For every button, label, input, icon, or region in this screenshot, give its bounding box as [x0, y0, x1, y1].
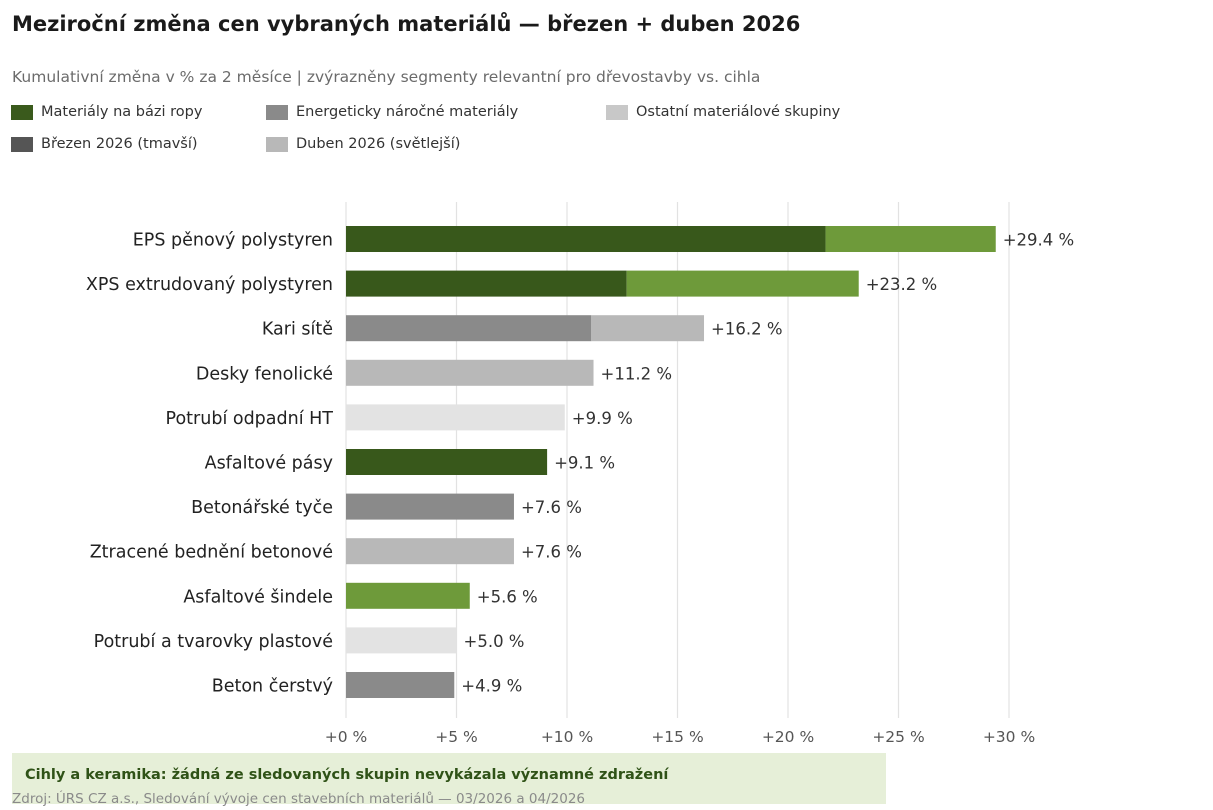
category-label: EPS pěnový polystyren	[133, 231, 333, 251]
bar-segment-march	[346, 315, 592, 342]
legend: Materiály na bázi ropy Energeticky nároč…	[11, 104, 1161, 164]
data-label: +4.9 %	[461, 677, 522, 696]
category-label: Beton čerstvý	[212, 677, 333, 697]
legend-item-oil: Materiály na bázi ropy	[11, 104, 202, 120]
callout-box: Cihly a keramika: žádná ze sledovaných s…	[12, 753, 886, 804]
legend-label: Duben 2026 (světlejší)	[296, 136, 461, 152]
x-tick-label: +5 %	[435, 728, 478, 746]
data-label: +23.2 %	[866, 275, 938, 294]
category-label: Potrubí odpadní HT	[166, 409, 334, 429]
bar-segment-march	[346, 404, 565, 431]
data-label: +11.2 %	[601, 364, 673, 383]
x-tick-label: +0 %	[325, 728, 368, 746]
legend-label: Ostatní materiálové skupiny	[636, 104, 841, 120]
legend-label: Materiály na bázi ropy	[41, 104, 203, 120]
bar-segment-march	[346, 582, 470, 609]
category-label: Asfaltové šindele	[183, 587, 333, 607]
data-label: +7.6 %	[521, 543, 582, 562]
callout-text: Cihly a keramika: žádná ze sledovaných s…	[25, 767, 669, 783]
category-label: Potrubí a tvarovky plastové	[94, 632, 333, 652]
bar-segment-march	[346, 538, 514, 565]
bar-segment-march	[346, 449, 548, 475]
data-label: +5.0 %	[464, 632, 525, 651]
bar-segment-march	[346, 627, 457, 654]
legend-item-march: Březen 2026 (tmavší)	[11, 136, 198, 152]
chart-title: Meziroční změna cen vybraných materiálů …	[12, 12, 801, 36]
bar-segment-march	[346, 672, 455, 698]
x-tick-label: +20 %	[762, 728, 814, 746]
data-label: +29.4 %	[1003, 231, 1075, 250]
bar-segment-april	[626, 270, 859, 297]
legend-swatch	[266, 136, 288, 152]
data-label: +9.1 %	[554, 454, 615, 473]
legend-item-other: Ostatní materiálové skupiny	[606, 104, 840, 120]
bar-segment-march	[346, 493, 514, 520]
bar-segment-april	[591, 315, 705, 342]
data-label: +5.6 %	[477, 587, 538, 606]
data-label: +9.9 %	[572, 409, 633, 428]
legend-item-energy: Energeticky náročné materiály	[266, 104, 518, 120]
source-note: Zdroj: ÚRS CZ a.s., Sledování vývoje cen…	[12, 791, 585, 807]
x-tick-label: +10 %	[541, 728, 593, 746]
legend-swatch	[266, 104, 288, 120]
category-label: XPS extrudovaný polystyren	[86, 275, 333, 295]
x-tick-label: +25 %	[872, 728, 924, 746]
bar-chart: +0 % +5 % +10 % +15 % +20 % +25 % +30 % EPS pěn…	[86, 202, 1075, 746]
legend-swatch	[606, 104, 628, 120]
legend-swatch	[11, 104, 33, 120]
category-label: Betonářské tyče	[191, 498, 333, 518]
data-label: +16.2 %	[711, 320, 783, 339]
legend-item-april: Duben 2026 (světlejší)	[266, 136, 460, 152]
category-label: Ztracené bednění betonové	[90, 543, 333, 563]
bar-segment-march	[346, 226, 826, 252]
x-tick-label: +15 %	[651, 728, 703, 746]
legend-label: Energeticky náročné materiály	[296, 104, 519, 120]
category-label: Asfaltové pásy	[205, 454, 333, 474]
data-label: +7.6 %	[521, 498, 582, 517]
category-label: Kari sítě	[262, 320, 333, 340]
bar-segment-march	[346, 270, 627, 297]
legend-swatch	[11, 136, 33, 152]
category-label: Desky fenolické	[196, 364, 333, 384]
bar-segment-april	[825, 226, 996, 252]
bar-segment-march	[346, 359, 594, 386]
chart-subtitle: Kumulativní změna v % za 2 měsíce | zvýr…	[12, 68, 761, 86]
x-tick-label: +30 %	[983, 728, 1035, 746]
legend-label: Březen 2026 (tmavší)	[41, 136, 198, 152]
